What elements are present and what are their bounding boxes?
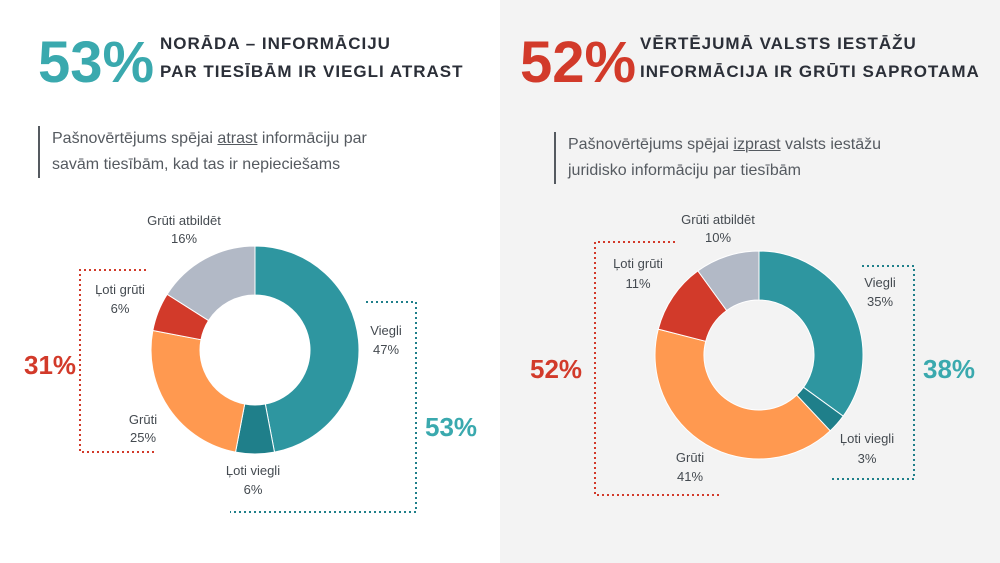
right-label-grutiatbildet-value: 10% (705, 230, 731, 245)
right-label-lotiviegli-value: 3% (858, 451, 877, 466)
right-headline-line-1: VĒRTĒJUMĀ VALSTS IESTĀŽU (640, 34, 917, 53)
left-red-bracket (79, 269, 156, 453)
left-label-lotiviegli-value: 6% (244, 482, 263, 497)
right-label-grutiatbildet-name: Grūti atbildēt (681, 212, 755, 227)
left-description: Pašnovērtējums spējai atrast informāciju… (38, 126, 367, 178)
left-slice-grūti (150, 329, 246, 453)
right-side-teal-percentage: 38% (923, 354, 975, 384)
right-description: Pašnovērtējums spējai izprast valsts ies… (554, 132, 881, 184)
right-slice-grūti (654, 328, 831, 460)
right-big-percentage: 52% (520, 30, 637, 95)
left-teal-bracket (230, 301, 417, 513)
right-desc-text-b: valsts iestāžu (780, 136, 882, 153)
left-label-viegli-name: Viegli (370, 323, 402, 338)
right-slice-viegli (758, 250, 864, 417)
left-headline: NORĀDA – INFORMĀCIJU PAR TIESĪBĀM IR VIE… (160, 30, 464, 86)
right-teal-bracket (830, 265, 915, 480)
right-desc-text-a: Pašnovērtējums spējai (568, 136, 734, 153)
right-headline: VĒRTĒJUMĀ VALSTS IESTĀŽU INFORMĀCIJA IR … (640, 30, 980, 86)
right-label-viegli-name: Viegli (864, 275, 896, 290)
left-label-grutiatbildet-value: 16% (171, 231, 197, 246)
left-panel: 53% NORĀDA – INFORMĀCIJU PAR TIESĪBĀM IR… (24, 30, 478, 513)
right-label-viegli-value: 35% (867, 294, 893, 309)
right-desc-underlined: izprast (733, 136, 781, 153)
right-description-line-2: juridisko informāciju par tiesībām (568, 162, 801, 179)
left-desc-text-a: Pašnovērtējums spējai (52, 130, 218, 147)
left-label-lotiviegli-name: Ļoti viegli (226, 463, 280, 478)
left-label-gruti-value: 25% (130, 430, 156, 445)
right-red-bracket (594, 241, 722, 496)
left-description-line-2: savām tiesībām, kad tas ir nepieciešams (52, 156, 341, 173)
right-label-lotigruti-name: Ļoti grūti (613, 256, 663, 271)
left-label-grutiatbildet-name: Grūti atbildēt (147, 213, 221, 228)
right-label-gruti-name: Grūti (676, 450, 704, 465)
left-side-teal-percentage: 53% (425, 412, 477, 442)
left-label-viegli-value: 47% (373, 342, 399, 357)
right-slice-grūti-atbildēt (697, 250, 760, 312)
left-slice-viegli (254, 245, 360, 453)
left-headline-line-2: PAR TIESĪBĀM IR VIEGLI ATRAST (160, 62, 464, 81)
right-description-line-1: Pašnovērtējums spējai izprast valsts ies… (568, 132, 881, 158)
right-side-red-percentage: 52% (530, 354, 582, 384)
right-label-gruti-value: 41% (677, 469, 703, 484)
left-headline-line-1: NORĀDA – INFORMĀCIJU (160, 34, 391, 53)
left-label-gruti-name: Grūti (129, 412, 157, 427)
right-donut-chart: Grūti atbildēt 10% Ļoti grūti 11% Viegli… (530, 212, 975, 496)
left-label-lotigruti-name: Ļoti grūti (95, 282, 145, 297)
left-desc-underlined: atrast (217, 130, 258, 147)
left-desc-text-b: informāciju par (257, 130, 367, 147)
right-headline-line-2: INFORMĀCIJA IR GRŪTI SAPROTAMA (640, 62, 980, 81)
left-big-percentage: 53% (38, 30, 155, 95)
right-panel: 52% VĒRTĒJUMĀ VALSTS IESTĀŽU INFORMĀCIJA… (500, 0, 1000, 563)
left-label-lotigruti-value: 6% (111, 301, 130, 316)
right-label-lotiviegli-name: Ļoti viegli (840, 431, 894, 446)
left-description-line-1: Pašnovērtējums spējai atrast informāciju… (52, 126, 367, 152)
left-donut-chart: Grūti atbildēt 16% Ļoti grūti 6% Viegli … (24, 213, 477, 513)
left-slice-grūti-atbildēt (166, 245, 256, 322)
right-label-lotigruti-value: 11% (625, 276, 650, 291)
left-side-red-percentage: 31% (24, 350, 76, 380)
